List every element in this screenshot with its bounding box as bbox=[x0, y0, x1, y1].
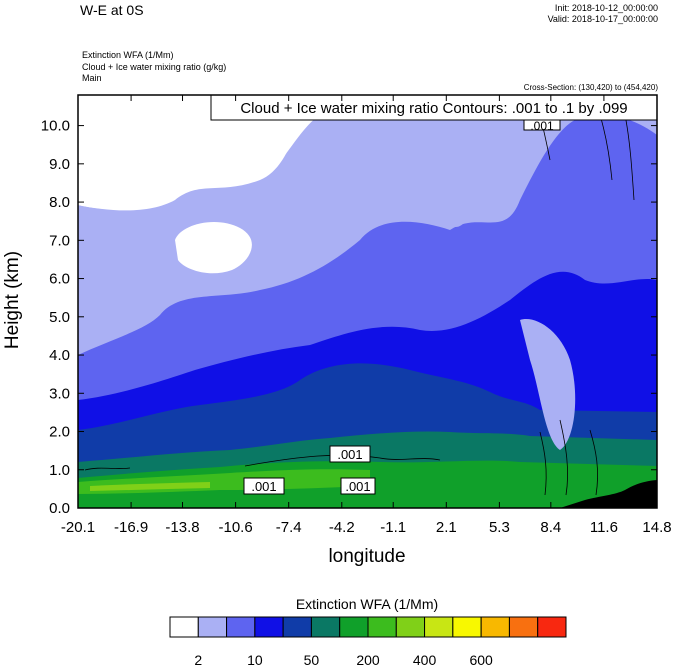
clear-hole-1 bbox=[175, 221, 252, 274]
x-tick-label: -4.2 bbox=[329, 519, 355, 536]
colorbar-swatch bbox=[395, 616, 426, 638]
x-tick-label: 11.6 bbox=[590, 519, 618, 536]
colorbar-swatch bbox=[339, 616, 369, 638]
contour-label-box bbox=[340, 477, 376, 495]
y-tick-label: 1.0 bbox=[49, 462, 70, 479]
init-time: Init: 2018-10-12_00:00:00 bbox=[554, 3, 658, 13]
y-tick-label: 8.0 bbox=[49, 194, 70, 211]
plume-light bbox=[520, 319, 576, 450]
contour-label: .001 bbox=[251, 479, 276, 494]
colorbar-swatch bbox=[197, 616, 228, 638]
valid-time: Valid: 2018-10-17_00:00:00 bbox=[547, 14, 658, 24]
domain-label: Main bbox=[82, 73, 102, 83]
x-tick-label: -1.1 bbox=[380, 519, 406, 536]
chart-title: W-E at 0S bbox=[80, 2, 144, 18]
y-tick-label: 10.0 bbox=[41, 118, 70, 135]
x-tick-label: 2.1 bbox=[436, 519, 457, 536]
x-axis-label: longitude bbox=[328, 546, 405, 567]
y-tick-label: 6.0 bbox=[49, 271, 70, 288]
y-tick-label: 9.0 bbox=[49, 156, 70, 173]
y-tick-label: 5.0 bbox=[49, 309, 70, 326]
contour-label-group: .001 .001 .001 .001 bbox=[243, 119, 561, 495]
y-tick-label: 0.0 bbox=[49, 500, 70, 517]
colorbar-swatch bbox=[480, 616, 510, 638]
colorbar-swatch bbox=[508, 616, 539, 638]
colorbar: 2 10 50 200 400 600 bbox=[169, 616, 567, 667]
colorbar-swatch bbox=[424, 616, 454, 638]
colorbar-label: 400 bbox=[413, 652, 437, 667]
colorbar-swatch bbox=[367, 616, 397, 638]
x-tick-label: -20.1 bbox=[61, 519, 95, 536]
contour-label-box bbox=[523, 119, 561, 131]
x-axis: -20.1 -16.9 -13.8 -10.6 -7.4 -4.2 -1.1 2.1 5.3 8.… bbox=[61, 95, 672, 536]
colorbar-swatch bbox=[169, 616, 199, 638]
contour-label-box bbox=[329, 445, 371, 463]
x-tick-label: -13.8 bbox=[165, 519, 199, 536]
y-tick-label: 7.0 bbox=[49, 232, 70, 249]
colorbar-label: 10 bbox=[247, 652, 263, 667]
colorbar-swatch bbox=[310, 616, 341, 638]
field-label: Extinction WFA (1/Mm) bbox=[82, 50, 174, 60]
colorbar-swatch bbox=[452, 616, 482, 638]
contour-field-label: Cloud + Ice water mixing ratio (g/kg) bbox=[82, 62, 227, 72]
colorbar-swatch bbox=[537, 616, 567, 638]
x-tick-label: 5.3 bbox=[489, 519, 510, 536]
terrain bbox=[560, 480, 657, 508]
colorbar-swatch bbox=[226, 616, 256, 638]
band-mid-notch bbox=[437, 176, 472, 228]
contour-label: .001 bbox=[345, 479, 370, 494]
contour-label-box bbox=[243, 477, 285, 495]
x-tick-label: -7.4 bbox=[276, 519, 302, 536]
colorbar-swatch bbox=[254, 616, 284, 638]
y-axis: 0.0 1.0 2.0 3.0 4.0 5.0 6.0 7.0 8.0 9.0 10.0 bbox=[41, 118, 657, 517]
x-tick-label: 8.4 bbox=[540, 519, 561, 536]
y-axis-label: Height (km) bbox=[2, 251, 23, 349]
extinction-field bbox=[78, 95, 657, 508]
colorbar-label: 50 bbox=[304, 652, 320, 667]
contour-label: .001 bbox=[530, 119, 554, 133]
band-yellowgreen bbox=[90, 482, 210, 491]
colorbar-label: 2 bbox=[194, 652, 202, 667]
clear-hole-2 bbox=[78, 95, 300, 211]
contour-label: .001 bbox=[337, 447, 362, 462]
contour-title: Cloud + Ice water mixing ratio Contours:… bbox=[240, 100, 627, 117]
y-tick-label: 2.0 bbox=[49, 424, 70, 441]
x-tick-label: -10.6 bbox=[219, 519, 253, 536]
colorbar-title: Extinction WFA (1/Mm) bbox=[295, 596, 439, 612]
colorbar-swatch bbox=[282, 616, 312, 638]
colorbar-label: 600 bbox=[469, 652, 493, 667]
y-tick-label: 3.0 bbox=[49, 385, 70, 402]
y-tick-label: 4.0 bbox=[49, 347, 70, 364]
x-tick-label: -16.9 bbox=[114, 519, 148, 536]
colorbar-label: 200 bbox=[356, 652, 380, 667]
x-tick-label: 14.8 bbox=[642, 519, 671, 536]
cross-section-label: Cross-Section: (130,420) to (454,420) bbox=[523, 83, 658, 92]
plot-frame bbox=[77, 94, 658, 509]
